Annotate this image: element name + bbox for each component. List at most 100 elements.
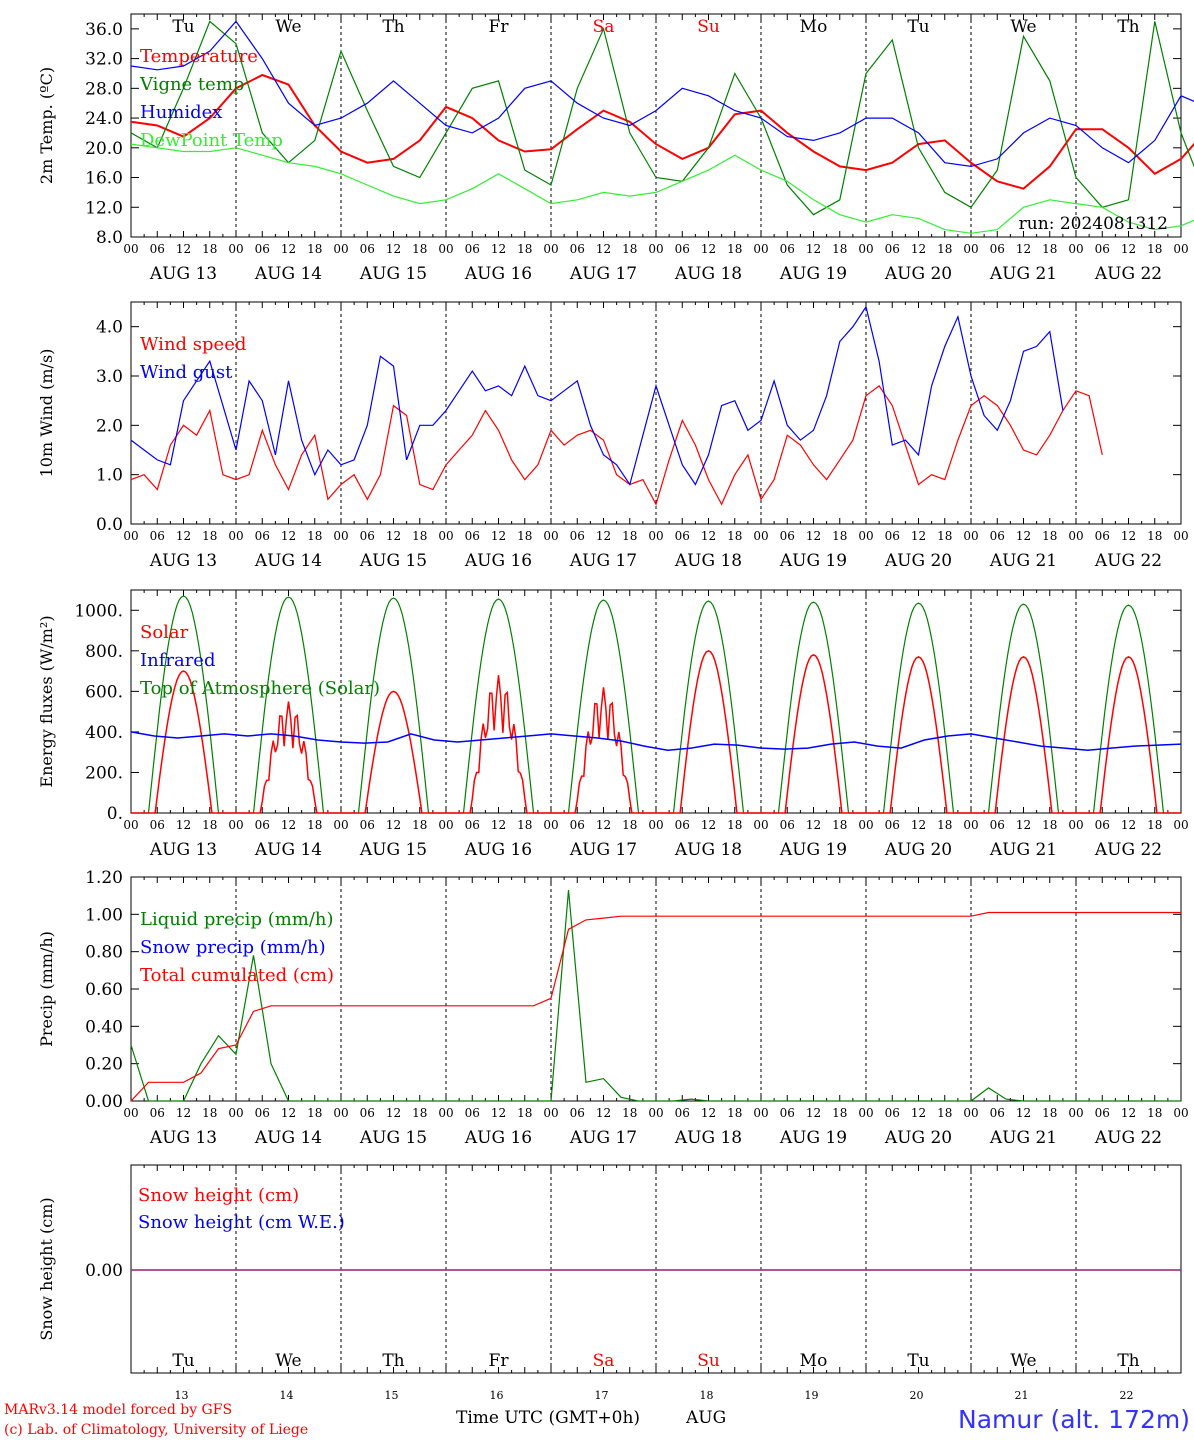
day-label: AUG 15 <box>359 264 427 284</box>
day-label: AUG 21 <box>989 264 1057 284</box>
hour-label: 06 <box>360 242 375 256</box>
hour-label: 12 <box>701 529 716 543</box>
day-number: 18 <box>700 1389 714 1402</box>
hour-label: 18 <box>937 529 952 543</box>
hour-label: 18 <box>622 818 637 832</box>
day-label: AUG 13 <box>149 1128 217 1148</box>
hour-label: 18 <box>832 1106 847 1120</box>
hour-label: 18 <box>622 242 637 256</box>
legend-entry: Temperature <box>140 46 258 67</box>
hour-label: 12 <box>1016 818 1031 832</box>
hour-label: 12 <box>701 242 716 256</box>
day-label: AUG 18 <box>674 551 742 571</box>
hour-label: 12 <box>911 1106 926 1120</box>
hour-label: 00 <box>648 1106 663 1120</box>
hour-label: 12 <box>1016 1106 1031 1120</box>
hour-label: 00 <box>1068 242 1083 256</box>
day-label: AUG 19 <box>779 1128 847 1148</box>
hour-label: 06 <box>465 242 480 256</box>
day-label: AUG 20 <box>884 1128 952 1148</box>
hour-label: 12 <box>386 1106 401 1120</box>
hour-label: 00 <box>123 242 138 256</box>
x-axis-label: Time UTC (GMT+0h) <box>456 1408 640 1428</box>
y-tick-label: 1.20 <box>85 868 123 888</box>
hour-label: 00 <box>438 242 453 256</box>
hour-label: 00 <box>1068 1106 1083 1120</box>
weekday-label: We <box>275 17 301 37</box>
day-label: AUG 17 <box>569 1128 637 1148</box>
hour-label: 18 <box>1147 1106 1162 1120</box>
hour-label: 12 <box>596 242 611 256</box>
hour-label: 12 <box>1121 529 1136 543</box>
legend-entry: Snow height (cm) <box>138 1185 299 1206</box>
hour-label: 06 <box>885 1106 900 1120</box>
hour-label: 18 <box>307 1106 322 1120</box>
hour-label: 12 <box>281 1106 296 1120</box>
hour-label: 06 <box>255 529 270 543</box>
hour-label: 06 <box>360 1106 375 1120</box>
day-label: AUG 20 <box>884 264 952 284</box>
weekday-label: Su <box>697 1351 720 1371</box>
y-tick-label: 0.60 <box>85 980 123 1000</box>
hour-label: 18 <box>202 529 217 543</box>
weekday-label: Mo <box>800 1351 828 1371</box>
weekday-label: Su <box>697 17 720 37</box>
hour-label: 06 <box>990 529 1005 543</box>
day-label: AUG 17 <box>569 264 637 284</box>
legend-entry: Wind gust <box>140 362 233 383</box>
hour-label: 06 <box>780 818 795 832</box>
hour-label: 00 <box>648 242 663 256</box>
hour-label: 12 <box>596 1106 611 1120</box>
weekday-label: Fr <box>489 1351 510 1371</box>
day-number: 16 <box>490 1389 504 1402</box>
hour-label: 00 <box>123 818 138 832</box>
hour-label: 00 <box>543 529 558 543</box>
hour-label: 18 <box>202 818 217 832</box>
hour-label: 12 <box>386 818 401 832</box>
day-label: AUG 16 <box>464 551 532 571</box>
hour-label: 00 <box>333 818 348 832</box>
day-label: AUG 22 <box>1094 840 1162 860</box>
day-number: 14 <box>280 1389 294 1402</box>
y-tick-label: 2.0 <box>96 416 123 436</box>
hour-label: 12 <box>911 818 926 832</box>
hour-label: 00 <box>648 529 663 543</box>
footer-model: MARv3.14 model forced by GFS <box>4 1402 232 1418</box>
series-infrared <box>130 731 1182 751</box>
day-label: AUG 14 <box>254 551 322 571</box>
day-label: AUG 16 <box>464 264 532 284</box>
hour-label: 00 <box>1173 242 1188 256</box>
hour-label: 00 <box>963 529 978 543</box>
day-label: AUG 14 <box>254 840 322 860</box>
hour-label: 18 <box>727 242 742 256</box>
hour-label: 18 <box>727 529 742 543</box>
hour-label: 12 <box>176 529 191 543</box>
hour-label: 12 <box>806 818 821 832</box>
hour-label: 06 <box>570 1106 585 1120</box>
hour-label: 06 <box>990 1106 1005 1120</box>
y-tick-label: 0.20 <box>85 1055 123 1075</box>
series-liquid-precip-mm-h- <box>130 890 1181 1102</box>
y-axis-label: 2m Temp. (ºC) <box>37 67 56 184</box>
panel-5: 0.00 Snow height (cm) Snow height (cm) Snow… <box>37 1164 1182 1402</box>
hour-label: 00 <box>123 1106 138 1120</box>
hour-label: 06 <box>675 242 690 256</box>
series-vigne-temp <box>130 20 1194 216</box>
hour-label: 18 <box>937 818 952 832</box>
y-tick-label: 36.0 <box>85 20 123 40</box>
series-wind-gust <box>130 305 1064 486</box>
hour-label: 06 <box>465 529 480 543</box>
hour-label: 06 <box>150 242 165 256</box>
hour-label: 18 <box>622 1106 637 1120</box>
day-label: AUG 19 <box>779 840 847 860</box>
hour-label: 06 <box>150 818 165 832</box>
y-tick-label: 28.0 <box>85 79 123 99</box>
y-tick-label: 400. <box>85 723 123 743</box>
location-label: Namur (alt. 172m) <box>958 1405 1190 1434</box>
hour-label: 18 <box>412 818 427 832</box>
day-label: AUG 21 <box>989 551 1057 571</box>
y-tick-label: 0.80 <box>85 943 123 963</box>
hour-label: 06 <box>675 529 690 543</box>
y-axis-label: Precip (mm/h) <box>37 931 56 1047</box>
